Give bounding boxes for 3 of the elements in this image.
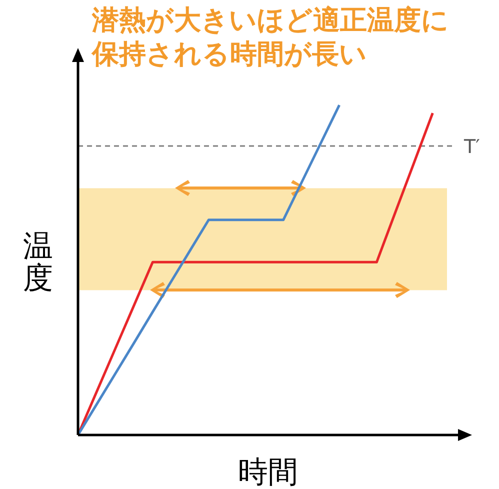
xlabel: 時間 bbox=[238, 455, 298, 489]
title: 潜熱が大きいほど適正温度に保持される時間が長い bbox=[92, 4, 450, 72]
ylabel: 温度 bbox=[23, 229, 53, 296]
